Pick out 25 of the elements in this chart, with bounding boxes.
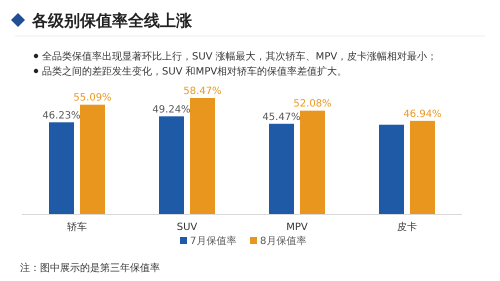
bar	[410, 120, 435, 214]
text: 品类之间的差距发生变化，SUV 和MPV相对轿车的保值率差值扩大。	[42, 66, 348, 78]
legend-label: 7月保值率	[190, 235, 236, 247]
bar	[300, 110, 325, 214]
data-label: 49.24%	[152, 104, 191, 116]
data-label: 55.09%	[73, 92, 112, 104]
chart-title: 各级别保值率全线上涨	[31, 11, 193, 30]
bar	[80, 104, 105, 214]
bar	[190, 98, 215, 214]
data-label: 58.47%	[183, 86, 222, 97]
x-tick-label: SUV	[176, 222, 198, 233]
bar	[379, 124, 404, 214]
data-label: 45.47%	[262, 112, 301, 123]
bar	[159, 116, 184, 214]
data-label: 46.23%	[42, 110, 81, 122]
bar	[269, 124, 294, 214]
x-tick-label: MPV	[286, 222, 308, 233]
legend-label: 8月保值率	[260, 235, 306, 247]
x-tick-label: 皮卡	[397, 221, 417, 233]
data-label: 52.08%	[293, 98, 332, 110]
text: 注：图中展示的是第三年保值率	[20, 262, 160, 274]
data-label: 46.94%	[403, 108, 442, 120]
text: 全品类保值率出现显著环比上行，SUV 涨幅最大，其次轿车、MPV，皮卡涨幅相对最小；	[42, 50, 438, 62]
bar	[49, 122, 74, 214]
x-tick-label: 轿车	[67, 221, 87, 233]
